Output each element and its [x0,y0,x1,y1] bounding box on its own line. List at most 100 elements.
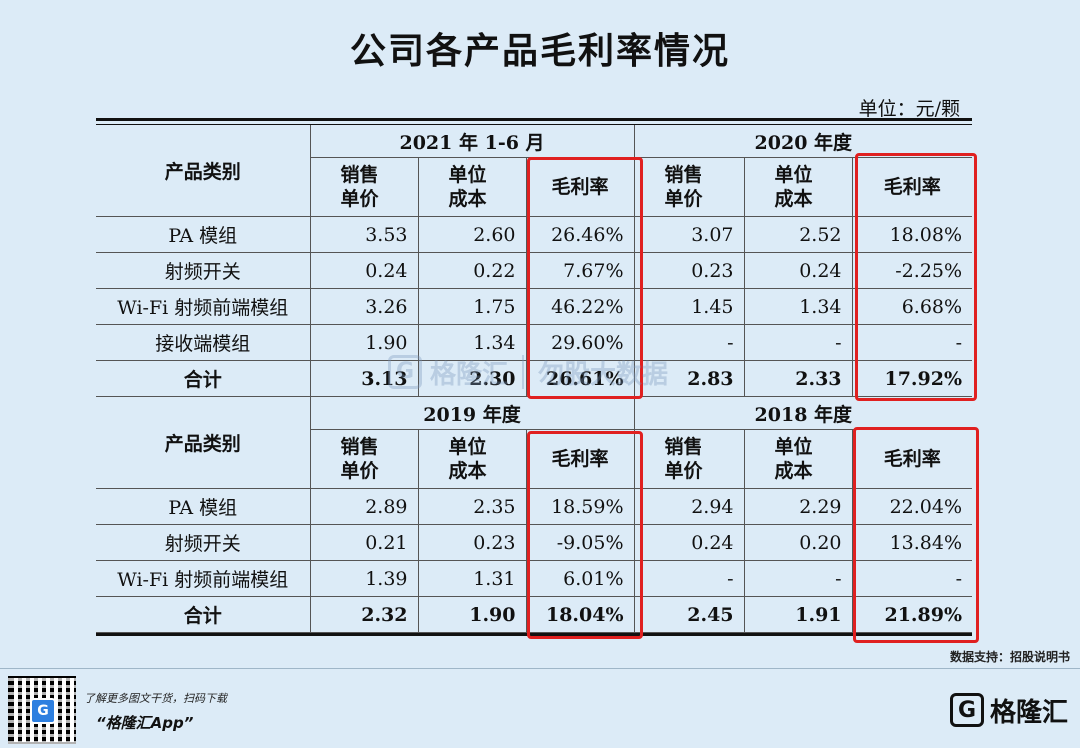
cell-value: 2.89 [309,488,419,525]
cell-value: 0.24 [743,252,853,289]
cell-value: 29.60% [525,324,635,361]
cell-value: 2.94 [633,488,745,525]
cell-value: 2.33 [743,360,853,397]
cell-value: - [633,324,745,361]
cell-value: 0.22 [417,252,527,289]
cost-header: 单位 成本 [743,429,853,489]
cell-value: 1.91 [743,596,853,633]
cell-value: 3.53 [309,216,419,253]
table-row-total: 合计 3.13 2.30 26.61% 2.83 2.33 17.92% [96,360,973,397]
period-2021h1: 2021 年 1-6 月 [309,125,635,158]
cell-value: 26.61% [525,360,635,397]
unit-label: 单位：元/颗 [858,98,960,120]
cell-value: 3.07 [633,216,745,253]
qr-logo-icon: G [30,698,56,724]
category-header: 产品类别 [96,396,311,489]
row-label: Wi-Fi 射频前端模组 [96,560,311,597]
brand-name: 格隆汇 [989,697,1068,728]
cell-value: 2.35 [417,488,527,525]
cell-value: 6.01% [525,560,635,597]
cell-value: - [743,324,853,361]
row-label: 射频开关 [96,252,311,289]
table-row: 射频开关 0.24 0.22 7.67% 0.23 0.24 -2.25% [96,252,973,289]
period-2020: 2020 年度 [633,125,973,158]
cell-value: 21.89% [851,596,973,633]
cell-value: 1.34 [417,324,527,361]
cell-value: -2.25% [851,252,973,289]
margin-header: 毛利率 [525,157,635,217]
cell-value: 3.26 [309,288,419,325]
period-2018: 2018 年度 [633,396,973,430]
cell-value: 1.31 [417,560,527,597]
cell-value: 18.08% [851,216,973,253]
margin-header: 毛利率 [525,429,635,489]
table-row: 射频开关 0.21 0.23 -9.05% 0.24 0.20 13.84% [96,524,973,561]
cell-value: 1.39 [309,560,419,597]
brand-logo-icon: G [949,693,984,727]
cost-header: 单位 成本 [743,157,853,217]
price-header: 销售 单价 [633,429,745,489]
row-label: 合计 [96,596,311,633]
table-row: 接收端模组 1.90 1.34 29.60% - - - [96,324,973,361]
row-label: 接收端模组 [96,324,311,361]
cell-value: 0.23 [633,252,745,289]
cell-value: 2.83 [633,360,745,397]
cell-value: 18.04% [525,596,635,633]
price-header: 销售 单价 [310,157,419,217]
table-row: PA 模组 3.53 2.60 26.46% 3.07 2.52 18.08% [96,216,973,253]
cell-value: 0.20 [743,524,853,561]
data-source: 数据支持：招股说明书 [949,650,1070,664]
table-row: Wi-Fi 射频前端模组 1.39 1.31 6.01% - - - [96,560,973,597]
category-header: 产品类别 [96,125,311,217]
cell-value: 2.52 [743,216,853,253]
cell-value: 2.29 [743,488,853,525]
cell-value: -9.05% [525,524,635,561]
cell-value: 1.75 [417,288,527,325]
cell-value: 1.90 [417,596,527,633]
cell-value: 26.46% [525,216,635,253]
period-2019: 2019 年度 [309,396,635,430]
row-label: Wi-Fi 射频前端模组 [96,288,311,325]
footer-divider [0,668,1080,669]
cost-header: 单位 成本 [417,429,527,489]
cell-value: 0.24 [309,252,419,289]
cell-value: 1.34 [743,288,853,325]
page-title: 公司各产品毛利率情况 [349,31,730,72]
cell-value: 2.45 [633,596,745,633]
cell-value: 46.22% [525,288,635,325]
cell-value: 0.24 [633,524,745,561]
cell-value: - [851,560,973,597]
cell-value: 6.68% [851,288,973,325]
table-row-total: 合计 2.32 1.90 18.04% 2.45 1.91 21.89% [96,596,973,633]
cell-value: 0.23 [417,524,527,561]
margin-header: 毛利率 [851,429,973,489]
cell-value: 2.32 [309,596,419,633]
cell-value: 7.67% [525,252,635,289]
row-label: 合计 [96,360,311,397]
margin-table-grid: 产品类别 2021 年 1-6 月 2020 年度 销售 单价 单位 成本 毛利率 … [96,125,973,633]
cell-value: - [633,560,745,597]
cell-value: 17.92% [851,360,973,397]
cell-value: 1.90 [309,324,419,361]
footer-download-hint: 了解更多图文干货，扫码下载 [84,692,227,705]
cell-value: - [851,324,973,361]
cell-value: 0.21 [309,524,419,561]
cell-value: 13.84% [851,524,973,561]
cell-value: - [743,560,853,597]
table-row: PA 模组 2.89 2.35 18.59% 2.94 2.29 22.04% [96,488,973,525]
brand-logo: G 格隆汇 [949,690,1068,730]
cost-header: 单位 成本 [417,157,527,217]
cell-value: 3.13 [309,360,419,397]
row-label: PA 模组 [96,488,311,525]
cell-value: 2.60 [417,216,527,253]
cell-value: 1.45 [633,288,745,325]
footer-app-name: “格隆汇App” [96,714,194,732]
table-row: Wi-Fi 射频前端模组 3.26 1.75 46.22% 1.45 1.34 … [96,288,973,325]
row-label: 射频开关 [96,524,311,561]
cell-value: 18.59% [525,488,635,525]
price-header: 销售 单价 [310,429,419,489]
row-label: PA 模组 [96,216,311,253]
price-header: 销售 单价 [633,157,745,217]
margin-table: 产品类别 2021 年 1-6 月 2020 年度 销售 单价 单位 成本 毛利率 … [96,118,973,636]
cell-value: 22.04% [851,488,973,525]
